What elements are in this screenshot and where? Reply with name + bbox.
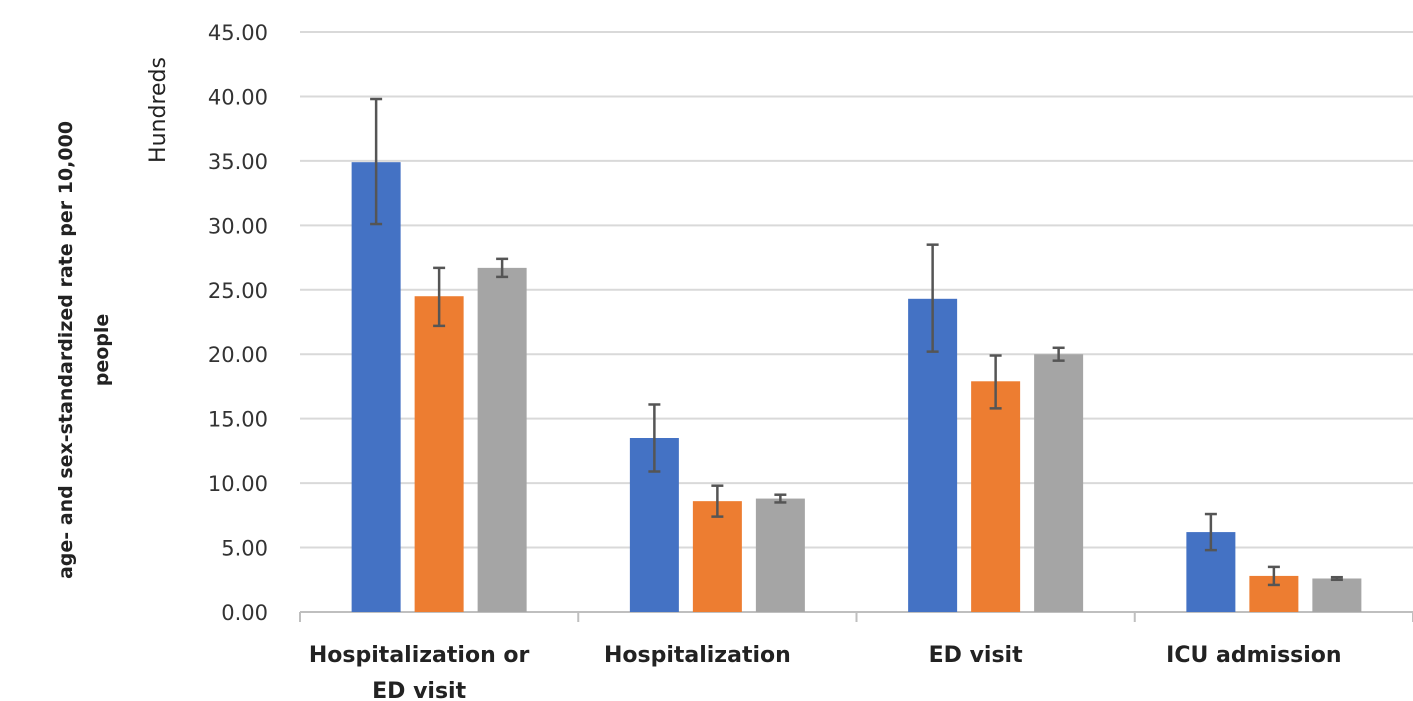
x-category-label: ICU admission: [1166, 643, 1341, 668]
display-units-label: Hundreds: [146, 57, 171, 163]
y-axis-title-line-2: people: [91, 314, 113, 387]
bar: [414, 296, 464, 612]
x-axis-ticks: [299, 612, 1413, 622]
y-axis-title-line-1: age- and sex-standardized rate per 10,00…: [55, 121, 77, 579]
error-bar: [1204, 512, 1217, 552]
bar: [1312, 578, 1362, 612]
x-category-label: Hospitalization: [604, 643, 791, 668]
y-tick-label: 20.00: [208, 343, 268, 367]
y-tick-label: 15.00: [208, 408, 268, 432]
error-bars: [370, 97, 1343, 587]
x-category-label: Hospitalization or: [309, 643, 530, 668]
error-bar: [989, 354, 1002, 410]
error-bar: [1330, 575, 1343, 582]
category-labels: Hospitalization or ED visit Hospitalizatio…: [309, 643, 1342, 701]
error-bar: [711, 484, 724, 518]
error-bar: [926, 243, 939, 353]
bar: [477, 267, 527, 612]
y-tick-label: 25.00: [208, 279, 268, 303]
bar: [1034, 354, 1084, 612]
y-tick-label: 45.00: [208, 21, 268, 45]
bar: [755, 498, 805, 612]
x-category-label: ED visit: [929, 643, 1023, 668]
bar: [971, 381, 1021, 612]
y-tick-labels: 0.00 5.00 10.00 15.00 20.00 25.00 30.00 35.00 40…: [208, 21, 268, 625]
y-tick-label: 30.00: [208, 214, 268, 238]
error-bar: [1052, 346, 1065, 362]
error-bar: [648, 403, 661, 473]
y-tick-label: 5.00: [221, 537, 268, 561]
y-tick-label: 0.00: [221, 601, 268, 625]
y-tick-label: 40.00: [208, 85, 268, 109]
error-bar: [433, 266, 446, 328]
bar: [692, 501, 742, 612]
error-bar: [774, 493, 787, 504]
bars: [351, 162, 1362, 612]
gridlines: [300, 31, 1413, 549]
y-tick-label: 35.00: [208, 150, 268, 174]
y-tick-label: 10.00: [208, 472, 268, 496]
error-bar: [496, 257, 509, 279]
error-bar: [370, 97, 383, 226]
bar: [351, 162, 401, 612]
error-bar: [1267, 565, 1280, 587]
x-category-label: ED visit: [372, 679, 466, 701]
